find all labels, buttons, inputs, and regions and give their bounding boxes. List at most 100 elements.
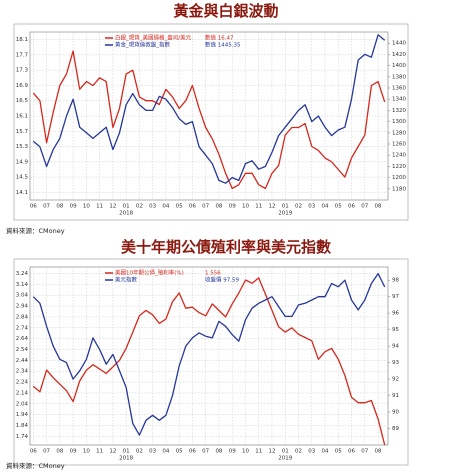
legend-label: 白銀_現貨_美國價格_盎司/美元 xyxy=(115,34,192,42)
x-tick-label: 10 xyxy=(242,449,249,455)
legend-label: 美元指數 xyxy=(115,276,138,284)
x-tick-label: 09 xyxy=(70,204,77,210)
y-tick-label: 2.34 xyxy=(16,369,29,375)
legend-value: 收盤價 97.59 xyxy=(205,276,239,284)
y2-tick-label: 90 xyxy=(392,410,399,416)
x-tick-label: 02 xyxy=(136,449,143,455)
y2-tick-label: 1440 xyxy=(392,41,406,47)
y-tick-label: 2.94 xyxy=(16,304,29,310)
series-line xyxy=(32,50,386,190)
y-tick-label: 2.24 xyxy=(16,380,29,386)
y-tick-label: 3.04 xyxy=(16,293,29,299)
x-tick-label: 05 xyxy=(176,449,183,455)
y2-tick-label: 89 xyxy=(392,426,399,432)
y2-tick-label: 1200 xyxy=(392,175,406,181)
series-line xyxy=(32,277,386,446)
legend-value: 數值 16.47 xyxy=(205,34,234,42)
y2-tick-label: 1220 xyxy=(392,164,406,170)
x-tick-label: 11 xyxy=(96,204,103,210)
x-tick-label: 04 xyxy=(162,449,169,455)
x-tick-label: 05 xyxy=(335,204,342,210)
y-tick-label: 18.1 xyxy=(16,37,28,43)
x-tick-label: 05 xyxy=(176,204,183,210)
x-tick-label: 09 xyxy=(229,449,236,455)
y-tick-label: 1.84 xyxy=(16,423,29,429)
x-tick-label: 07 xyxy=(361,449,368,455)
x-tick-label: 12 xyxy=(109,449,116,455)
x-tick-label: 10 xyxy=(83,449,90,455)
x-tick-label: 12 xyxy=(109,204,116,210)
x-tick-label: 07 xyxy=(43,449,50,455)
x-tick-label: 01 xyxy=(282,449,289,455)
y-tick-label: 2.54 xyxy=(16,347,29,353)
year-label: 2019 xyxy=(278,211,292,217)
y-tick-label: 17.7 xyxy=(16,52,29,58)
x-tick-label: 02 xyxy=(295,204,302,210)
y-tick-label: 2.04 xyxy=(16,401,29,407)
x-tick-label: 03 xyxy=(308,449,315,455)
x-tick-label: 08 xyxy=(56,449,63,455)
year-label: 2019 xyxy=(278,456,292,462)
x-tick-label: 12 xyxy=(268,449,275,455)
x-tick-label: 01 xyxy=(123,204,130,210)
y2-tick-label: 96 xyxy=(392,311,399,317)
series-line xyxy=(32,272,386,436)
y2-tick-label: 1400 xyxy=(392,63,406,69)
x-tick-label: 05 xyxy=(335,449,342,455)
y-tick-label: 3.24 xyxy=(16,271,29,277)
x-tick-label: 08 xyxy=(215,449,222,455)
x-tick-label: 01 xyxy=(123,449,130,455)
x-tick-label: 04 xyxy=(162,204,169,210)
x-tick-label: 09 xyxy=(229,204,236,210)
y-tick-label: 14.1 xyxy=(16,190,28,196)
y2-tick-label: 1300 xyxy=(392,119,406,125)
x-tick-label: 11 xyxy=(255,204,262,210)
x-tick-label: 03 xyxy=(149,449,156,455)
x-tick-label: 11 xyxy=(255,449,262,455)
x-tick-label: 04 xyxy=(322,204,329,210)
y2-tick-label: 98 xyxy=(392,278,399,284)
y-tick-label: 2.14 xyxy=(16,390,29,396)
x-tick-label: 07 xyxy=(202,449,209,455)
y-tick-label: 16.5 xyxy=(16,98,29,104)
x-tick-label: 02 xyxy=(295,449,302,455)
x-tick-label: 06 xyxy=(348,204,355,210)
x-tick-label: 11 xyxy=(96,449,103,455)
y-tick-label: 14.5 xyxy=(16,175,29,181)
x-tick-label: 03 xyxy=(308,204,315,210)
legend-value: 1.556 xyxy=(205,271,221,277)
x-tick-label: 06 xyxy=(189,449,196,455)
x-tick-label: 10 xyxy=(242,204,249,210)
y2-tick-label: 93 xyxy=(392,360,399,366)
x-tick-label: 08 xyxy=(375,204,382,210)
x-tick-label: 09 xyxy=(70,449,77,455)
y-tick-label: 2.74 xyxy=(16,325,29,331)
source-note: 資料來源：CMoney xyxy=(6,461,65,470)
y2-tick-label: 1260 xyxy=(392,142,406,148)
plot-area xyxy=(29,266,389,446)
y2-tick-label: 91 xyxy=(392,393,399,399)
legend-label: 黃金_現貨倫敦盤_指數 xyxy=(115,41,171,49)
y-tick-label: 15.3 xyxy=(16,144,29,150)
y-tick-label: 16.1 xyxy=(16,114,28,120)
y-tick-label: 14.9 xyxy=(16,159,29,165)
x-tick-label: 04 xyxy=(322,449,329,455)
y2-tick-label: 92 xyxy=(392,377,399,383)
y-tick-label: 2.84 xyxy=(16,314,29,320)
chart-title: 美十年期公債殖利率與美元指數 xyxy=(121,238,331,256)
y2-tick-label: 1280 xyxy=(392,130,406,136)
y2-tick-label: 1420 xyxy=(392,52,406,58)
x-tick-label: 07 xyxy=(361,204,368,210)
x-tick-label: 07 xyxy=(43,204,50,210)
year-label: 2018 xyxy=(119,456,133,462)
y-tick-label: 2.64 xyxy=(16,336,29,342)
legend-value: 數值 1445.35 xyxy=(205,41,241,49)
y2-tick-label: 94 xyxy=(392,344,399,350)
y-tick-label: 2.44 xyxy=(16,358,29,364)
y2-tick-label: 1320 xyxy=(392,108,406,114)
y-tick-label: 3.14 xyxy=(16,282,29,288)
y-tick-label: 1.94 xyxy=(16,412,29,418)
year-label: 2018 xyxy=(119,211,133,217)
legend-label: 美國10年期公債_殖利率(%) xyxy=(115,269,184,277)
